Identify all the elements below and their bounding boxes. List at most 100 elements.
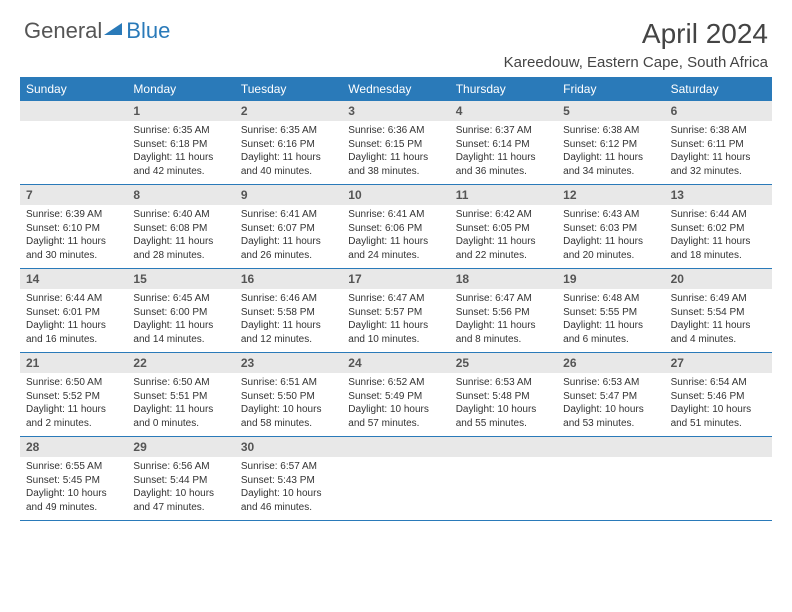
calendar-cell: 16Sunrise: 6:46 AMSunset: 5:58 PMDayligh… <box>235 269 342 352</box>
daylight-text: Daylight: 11 hours and 34 minutes. <box>563 151 658 178</box>
calendar-week: 1Sunrise: 6:35 AMSunset: 6:18 PMDaylight… <box>20 101 772 185</box>
daylight-text: Daylight: 10 hours and 47 minutes. <box>133 487 228 514</box>
cell-body: Sunrise: 6:47 AMSunset: 5:57 PMDaylight:… <box>342 289 449 352</box>
daylight-text: Daylight: 11 hours and 42 minutes. <box>133 151 228 178</box>
sunset-text: Sunset: 6:01 PM <box>26 306 121 320</box>
daylight-text: Daylight: 11 hours and 38 minutes. <box>348 151 443 178</box>
cell-body: Sunrise: 6:52 AMSunset: 5:49 PMDaylight:… <box>342 373 449 436</box>
day-number: 5 <box>557 101 664 121</box>
header: General Blue April 2024 Kareedouw, Easte… <box>0 0 792 77</box>
cell-body: Sunrise: 6:53 AMSunset: 5:48 PMDaylight:… <box>450 373 557 436</box>
sunrise-text: Sunrise: 6:37 AM <box>456 124 551 138</box>
cell-body: Sunrise: 6:45 AMSunset: 6:00 PMDaylight:… <box>127 289 234 352</box>
sunrise-text: Sunrise: 6:42 AM <box>456 208 551 222</box>
calendar-cell: 13Sunrise: 6:44 AMSunset: 6:02 PMDayligh… <box>665 185 772 268</box>
day-number <box>557 437 664 457</box>
calendar-cell <box>557 437 664 520</box>
calendar-cell: 18Sunrise: 6:47 AMSunset: 5:56 PMDayligh… <box>450 269 557 352</box>
cell-body: Sunrise: 6:37 AMSunset: 6:14 PMDaylight:… <box>450 121 557 184</box>
sunrise-text: Sunrise: 6:50 AM <box>133 376 228 390</box>
daylight-text: Daylight: 11 hours and 10 minutes. <box>348 319 443 346</box>
cell-body: Sunrise: 6:44 AMSunset: 6:01 PMDaylight:… <box>20 289 127 352</box>
daylight-text: Daylight: 10 hours and 53 minutes. <box>563 403 658 430</box>
cell-body: Sunrise: 6:35 AMSunset: 6:16 PMDaylight:… <box>235 121 342 184</box>
title-block: April 2024 Kareedouw, Eastern Cape, Sout… <box>504 18 768 71</box>
sunset-text: Sunset: 5:47 PM <box>563 390 658 404</box>
cell-body: Sunrise: 6:50 AMSunset: 5:51 PMDaylight:… <box>127 373 234 436</box>
calendar-cell: 28Sunrise: 6:55 AMSunset: 5:45 PMDayligh… <box>20 437 127 520</box>
day-header-cell: Sunday <box>20 77 127 101</box>
calendar-cell: 21Sunrise: 6:50 AMSunset: 5:52 PMDayligh… <box>20 353 127 436</box>
sunset-text: Sunset: 6:00 PM <box>133 306 228 320</box>
calendar-week: 14Sunrise: 6:44 AMSunset: 6:01 PMDayligh… <box>20 269 772 353</box>
cell-body: Sunrise: 6:39 AMSunset: 6:10 PMDaylight:… <box>20 205 127 268</box>
sunset-text: Sunset: 5:54 PM <box>671 306 766 320</box>
calendar-week: 21Sunrise: 6:50 AMSunset: 5:52 PMDayligh… <box>20 353 772 437</box>
day-number <box>665 437 772 457</box>
sunrise-text: Sunrise: 6:40 AM <box>133 208 228 222</box>
day-number: 2 <box>235 101 342 121</box>
daylight-text: Daylight: 11 hours and 20 minutes. <box>563 235 658 262</box>
calendar-cell: 4Sunrise: 6:37 AMSunset: 6:14 PMDaylight… <box>450 101 557 184</box>
calendar-cell <box>450 437 557 520</box>
calendar-cell: 3Sunrise: 6:36 AMSunset: 6:15 PMDaylight… <box>342 101 449 184</box>
sunrise-text: Sunrise: 6:47 AM <box>456 292 551 306</box>
daylight-text: Daylight: 10 hours and 55 minutes. <box>456 403 551 430</box>
sunrise-text: Sunrise: 6:38 AM <box>671 124 766 138</box>
daylight-text: Daylight: 11 hours and 0 minutes. <box>133 403 228 430</box>
sunset-text: Sunset: 5:49 PM <box>348 390 443 404</box>
day-number: 10 <box>342 185 449 205</box>
sunset-text: Sunset: 5:46 PM <box>671 390 766 404</box>
cell-body: Sunrise: 6:55 AMSunset: 5:45 PMDaylight:… <box>20 457 127 520</box>
sunrise-text: Sunrise: 6:46 AM <box>241 292 336 306</box>
cell-body: Sunrise: 6:53 AMSunset: 5:47 PMDaylight:… <box>557 373 664 436</box>
day-number <box>20 101 127 121</box>
calendar-cell: 29Sunrise: 6:56 AMSunset: 5:44 PMDayligh… <box>127 437 234 520</box>
cell-body: Sunrise: 6:42 AMSunset: 6:05 PMDaylight:… <box>450 205 557 268</box>
daylight-text: Daylight: 10 hours and 46 minutes. <box>241 487 336 514</box>
cell-body: Sunrise: 6:41 AMSunset: 6:06 PMDaylight:… <box>342 205 449 268</box>
cell-body: Sunrise: 6:38 AMSunset: 6:12 PMDaylight:… <box>557 121 664 184</box>
day-header-row: SundayMondayTuesdayWednesdayThursdayFrid… <box>20 77 772 101</box>
daylight-text: Daylight: 11 hours and 12 minutes. <box>241 319 336 346</box>
daylight-text: Daylight: 11 hours and 4 minutes. <box>671 319 766 346</box>
calendar-cell: 15Sunrise: 6:45 AMSunset: 6:00 PMDayligh… <box>127 269 234 352</box>
calendar-cell: 6Sunrise: 6:38 AMSunset: 6:11 PMDaylight… <box>665 101 772 184</box>
daylight-text: Daylight: 11 hours and 30 minutes. <box>26 235 121 262</box>
day-number: 25 <box>450 353 557 373</box>
calendar-cell: 8Sunrise: 6:40 AMSunset: 6:08 PMDaylight… <box>127 185 234 268</box>
day-number: 12 <box>557 185 664 205</box>
daylight-text: Daylight: 10 hours and 57 minutes. <box>348 403 443 430</box>
day-number: 30 <box>235 437 342 457</box>
day-number <box>450 437 557 457</box>
day-header-cell: Monday <box>127 77 234 101</box>
triangle-icon <box>104 21 124 42</box>
sunrise-text: Sunrise: 6:53 AM <box>456 376 551 390</box>
sunset-text: Sunset: 6:10 PM <box>26 222 121 236</box>
calendar-week: 7Sunrise: 6:39 AMSunset: 6:10 PMDaylight… <box>20 185 772 269</box>
day-number: 28 <box>20 437 127 457</box>
calendar-cell: 25Sunrise: 6:53 AMSunset: 5:48 PMDayligh… <box>450 353 557 436</box>
sunrise-text: Sunrise: 6:53 AM <box>563 376 658 390</box>
day-number: 24 <box>342 353 449 373</box>
daylight-text: Daylight: 11 hours and 32 minutes. <box>671 151 766 178</box>
day-number: 9 <box>235 185 342 205</box>
sunset-text: Sunset: 6:16 PM <box>241 138 336 152</box>
day-number: 22 <box>127 353 234 373</box>
sunset-text: Sunset: 5:44 PM <box>133 474 228 488</box>
cell-body: Sunrise: 6:48 AMSunset: 5:55 PMDaylight:… <box>557 289 664 352</box>
sunrise-text: Sunrise: 6:35 AM <box>133 124 228 138</box>
sunrise-text: Sunrise: 6:35 AM <box>241 124 336 138</box>
daylight-text: Daylight: 11 hours and 36 minutes. <box>456 151 551 178</box>
logo-text-2: Blue <box>126 18 170 44</box>
sunset-text: Sunset: 6:08 PM <box>133 222 228 236</box>
sunrise-text: Sunrise: 6:52 AM <box>348 376 443 390</box>
daylight-text: Daylight: 11 hours and 24 minutes. <box>348 235 443 262</box>
cell-body: Sunrise: 6:46 AMSunset: 5:58 PMDaylight:… <box>235 289 342 352</box>
location-label: Kareedouw, Eastern Cape, South Africa <box>504 54 768 71</box>
day-number: 27 <box>665 353 772 373</box>
sunset-text: Sunset: 5:56 PM <box>456 306 551 320</box>
day-number: 7 <box>20 185 127 205</box>
sunrise-text: Sunrise: 6:54 AM <box>671 376 766 390</box>
calendar-cell: 11Sunrise: 6:42 AMSunset: 6:05 PMDayligh… <box>450 185 557 268</box>
